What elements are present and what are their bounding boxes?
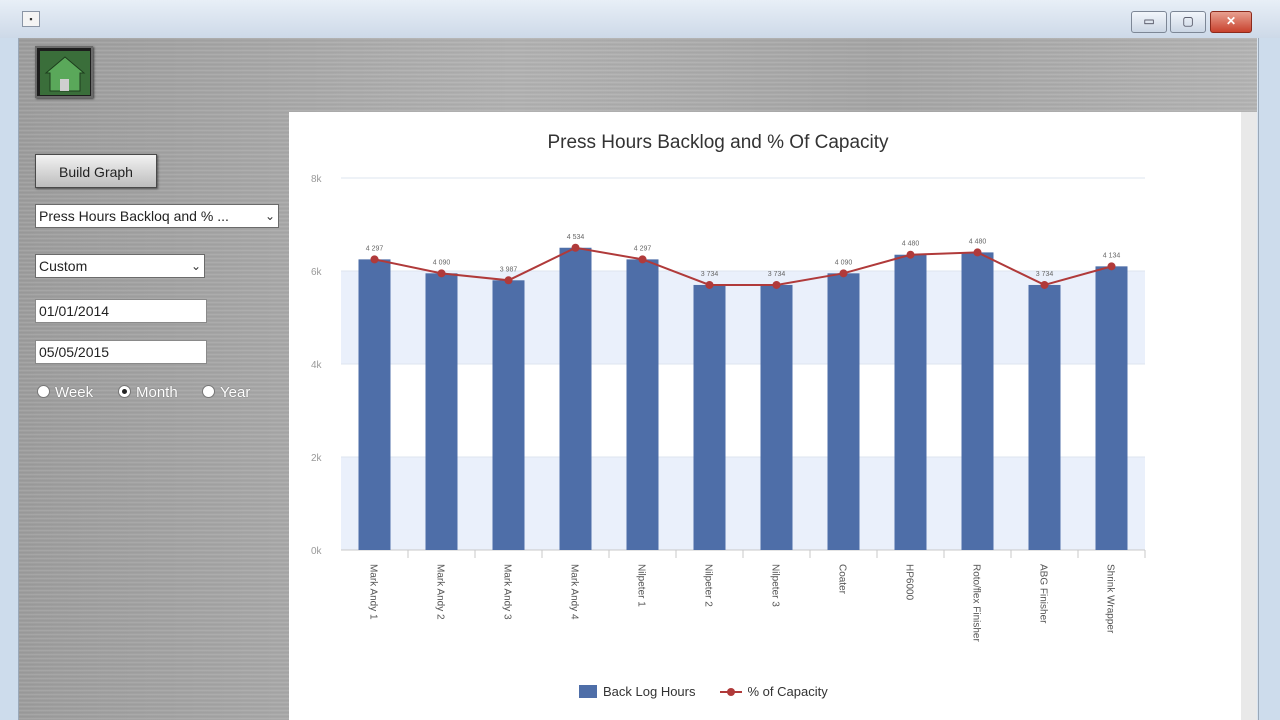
legend-bar-label: Back Log Hours — [603, 684, 696, 699]
date-range-value: Custom — [39, 258, 88, 274]
bar — [827, 273, 860, 550]
close-button[interactable]: ✕ — [1210, 11, 1252, 33]
y-tick-label: 4k — [311, 360, 323, 371]
minimize-button[interactable]: ▭ — [1131, 11, 1167, 33]
end-date-input[interactable] — [35, 340, 207, 364]
capacity-line — [374, 246, 1112, 287]
bar — [425, 273, 458, 550]
point-label: 4 090 — [433, 259, 451, 266]
capacity-point — [772, 280, 781, 289]
graph-type-value: Press Hours Backloq and % ... — [39, 208, 229, 224]
graph-type-select[interactable]: Press Hours Backloq and % ... ⌄ — [35, 204, 279, 228]
point-label: 4 090 — [835, 259, 853, 266]
chart-svg: 0k 2k 4k 6k 8k Mark Andy 1 Mark Andy 2 Mark And… — [311, 174, 1146, 642]
point-label: 4 297 — [366, 245, 384, 252]
capacity-point — [638, 255, 647, 264]
point-label: 3 734 — [768, 271, 786, 278]
chevron-down-icon: ⌄ — [190, 259, 201, 273]
radio-dot[interactable] — [37, 385, 50, 398]
y-tick-label: 2k — [311, 453, 323, 464]
bar — [559, 247, 592, 550]
period-label: Week — [55, 384, 94, 401]
start-date-input[interactable] — [35, 299, 207, 323]
period-radio-year[interactable]: Year — [202, 384, 250, 401]
capacity-point — [1040, 280, 1049, 289]
point-label: 4 297 — [634, 245, 652, 252]
capacity-point — [1107, 262, 1116, 271]
window-frame-left — [0, 38, 19, 720]
y-tick-label: 6k — [311, 267, 323, 278]
y-tick-label: 0k — [311, 546, 323, 557]
legend-line-label: % of Capacity — [747, 684, 828, 699]
point-label: 3 734 — [701, 271, 719, 278]
grid-band — [341, 271, 1145, 364]
bar — [693, 284, 726, 550]
radio-dot[interactable] — [118, 385, 131, 398]
capacity-point — [973, 248, 982, 257]
x-tick-label: Roto/flex Finisher — [971, 564, 982, 642]
capacity-point — [370, 255, 379, 264]
point-label: 3 987 — [500, 266, 518, 273]
home-button[interactable] — [35, 46, 93, 98]
bar — [760, 284, 793, 550]
period-radio-month[interactable]: Month — [118, 384, 178, 401]
x-tick-label: Nilpeter 1 — [636, 564, 647, 607]
window-titlebar: ▪ ▭ ▢ ✕ — [0, 0, 1280, 38]
x-tick-label: Nilpeter 3 — [770, 564, 781, 607]
radio-dot[interactable] — [202, 385, 215, 398]
capacity-point — [571, 243, 580, 252]
date-range-select[interactable]: Custom ⌄ — [35, 254, 205, 278]
point-label: 4 534 — [567, 234, 585, 241]
bar — [626, 259, 659, 550]
point-label: 4 134 — [1103, 252, 1121, 259]
x-tick-label: Coater — [837, 564, 848, 595]
x-tick-label: HP6000 — [904, 564, 915, 601]
capacity-point — [839, 269, 848, 278]
capacity-point — [437, 269, 446, 278]
build-graph-button[interactable]: Build Graph — [35, 154, 157, 188]
point-label: 4 480 — [969, 238, 987, 245]
legend-bar-swatch — [579, 685, 597, 698]
x-tick-label: Mark Andy 2 — [435, 564, 446, 620]
chart-panel: Press Hours Backlog and % Of Capacity 0k… — [289, 112, 1241, 720]
x-tick-label: Mark Andy 1 — [368, 564, 379, 620]
bar — [894, 254, 927, 550]
x-tick-label: Nilpeter 2 — [703, 564, 714, 607]
home-icon — [40, 51, 90, 95]
chart-legend: Back Log Hours % of Capacity — [579, 684, 828, 699]
bar — [492, 280, 525, 550]
bar — [358, 259, 391, 550]
chevron-down-icon: ⌄ — [264, 209, 275, 223]
maximize-button[interactable]: ▢ — [1170, 11, 1206, 33]
x-tick-label: Mark Andy 3 — [502, 564, 513, 620]
y-tick-label: 8k — [311, 174, 323, 185]
point-label: 3 734 — [1036, 271, 1054, 278]
x-tick-label: Mark Andy 4 — [569, 564, 580, 620]
bar — [1095, 266, 1128, 550]
capacity-point — [906, 250, 915, 259]
period-radio-week[interactable]: Week — [37, 384, 93, 401]
window-icon: ▪ — [22, 11, 40, 27]
chart-title: Press Hours Backlog and % Of Capacity — [547, 132, 889, 153]
point-label: 4 480 — [902, 241, 920, 248]
period-label: Month — [136, 384, 178, 401]
window-frame-right — [1258, 38, 1280, 720]
x-tick-label: ABG Finisher — [1038, 564, 1049, 624]
period-label: Year — [220, 384, 251, 401]
capacity-point — [705, 280, 714, 289]
capacity-point — [504, 276, 513, 285]
legend-line-swatch — [719, 685, 742, 698]
app-client-area: Build Graph Press Hours Backloq and % ..… — [19, 38, 1257, 720]
panel-edge — [1241, 112, 1257, 720]
x-tick-label: Shrink Wrapper — [1105, 564, 1116, 634]
bar — [961, 252, 994, 550]
grid-band — [341, 457, 1145, 550]
bar — [1028, 284, 1061, 550]
